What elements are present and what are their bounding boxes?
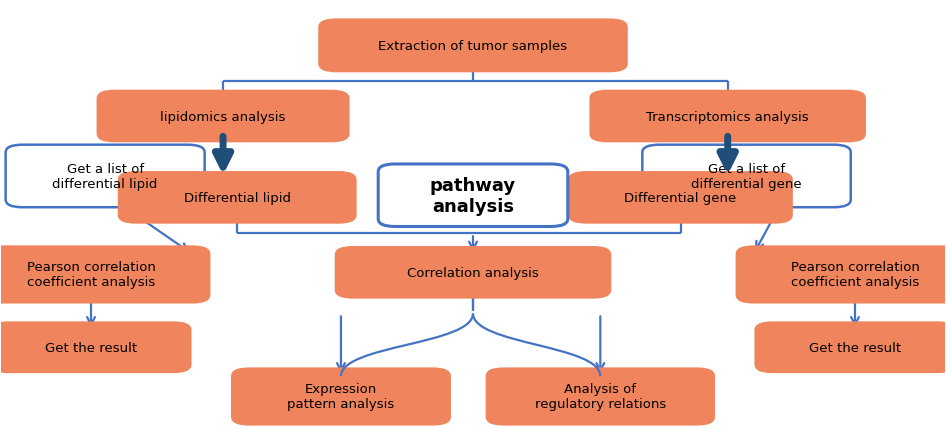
Text: Differential gene: Differential gene: [624, 191, 737, 204]
FancyBboxPatch shape: [0, 247, 209, 303]
Text: Differential lipid: Differential lipid: [184, 191, 290, 204]
FancyBboxPatch shape: [6, 145, 204, 208]
Text: Expression
pattern analysis: Expression pattern analysis: [288, 383, 394, 411]
Text: Pearson correlation
coefficient analysis: Pearson correlation coefficient analysis: [791, 261, 920, 289]
FancyBboxPatch shape: [642, 145, 850, 208]
Text: Get the result: Get the result: [809, 341, 902, 354]
FancyBboxPatch shape: [378, 165, 568, 227]
FancyBboxPatch shape: [590, 92, 865, 142]
Text: pathway
analysis: pathway analysis: [429, 176, 517, 215]
Text: lipidomics analysis: lipidomics analysis: [161, 110, 286, 123]
Text: Extraction of tumor samples: Extraction of tumor samples: [378, 40, 568, 53]
FancyBboxPatch shape: [232, 369, 450, 424]
Text: Correlation analysis: Correlation analysis: [407, 266, 539, 279]
FancyBboxPatch shape: [119, 173, 356, 223]
Text: Get a list of
differential gene: Get a list of differential gene: [692, 163, 802, 190]
FancyBboxPatch shape: [486, 369, 714, 424]
FancyBboxPatch shape: [97, 92, 348, 142]
Text: Transcriptomics analysis: Transcriptomics analysis: [646, 110, 809, 123]
Text: Get a list of
differential lipid: Get a list of differential lipid: [52, 163, 158, 190]
FancyBboxPatch shape: [319, 20, 627, 72]
FancyBboxPatch shape: [336, 248, 610, 298]
Text: Get the result: Get the result: [44, 341, 137, 354]
FancyBboxPatch shape: [737, 247, 946, 303]
Text: Analysis of
regulatory relations: Analysis of regulatory relations: [534, 383, 666, 411]
FancyBboxPatch shape: [569, 173, 792, 223]
FancyBboxPatch shape: [756, 322, 946, 372]
FancyBboxPatch shape: [0, 322, 190, 372]
Text: Pearson correlation
coefficient analysis: Pearson correlation coefficient analysis: [26, 261, 155, 289]
